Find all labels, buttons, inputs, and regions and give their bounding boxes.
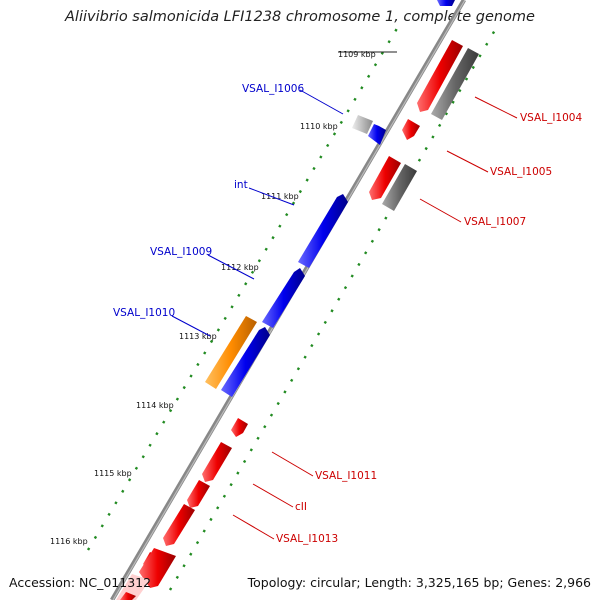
gene-label[interactable]: cII [295,501,307,513]
gene-label[interactable]: VSAL_I1011 [315,470,377,482]
gene-reverse-a[interactable] [202,442,232,482]
gene-vsal-i1007-red[interactable] [369,156,401,200]
gene-vsal-i1006-light[interactable] [352,115,373,134]
gene-vsal-i1004-gray[interactable] [431,48,479,120]
kbp-tick-label: 1111 kbp [261,192,299,201]
gene-vsal-i1007-gray[interactable] [382,164,417,211]
map-title: Aliivibrio salmonicida LFI1238 chromosom… [65,9,535,25]
gene-top-forward[interactable] [437,0,455,6]
gene-vsal-i1010-orange[interactable] [205,316,257,389]
gene-label[interactable]: VSAL_I1013 [276,533,338,545]
label-leader-line [248,187,295,206]
gene-vsal-i1010[interactable] [221,327,270,397]
gene-label[interactable]: VSAL_I1007 [464,216,526,228]
label-leader-line [446,150,489,173]
reverse-genes [116,40,479,600]
label-leader-line [419,198,462,223]
kbp-tick-label: 1115 kbp [94,469,132,478]
gene-bottom-red[interactable] [120,592,136,600]
label-leaders [171,89,518,540]
gene-cii[interactable] [187,480,210,508]
gene-vsal-i1013[interactable] [163,504,195,546]
label-leader-line [271,451,314,477]
kbp-tick-label: 1112 kbp [221,263,259,272]
kbp-labels: 1109 kbp 1110 kbp 1111 kbp 1112 kbp 1113 kbp… [50,50,376,546]
label-leader-line [299,89,344,115]
label-leader-line [252,483,294,508]
gene-label[interactable]: VSAL_I1010 [113,307,175,319]
kbp-tick-label: 1109 kbp [338,50,376,59]
label-leader-line [207,254,255,280]
gene-vsal-i1009[interactable] [262,268,305,328]
kbp-tick-label: 1110 kbp [300,122,338,131]
gene-label[interactable]: VSAL_I1004 [520,112,582,124]
accession-text: Accession: NC_011312 [9,575,152,590]
gene-label[interactable]: int [234,179,248,191]
label-leader-line [171,315,211,337]
gene-int[interactable] [298,194,348,268]
gene-label[interactable]: VSAL_I1006 [242,83,304,95]
gene-vsal-i1006[interactable] [368,124,386,145]
gene-bottom-faded[interactable] [116,574,150,600]
gene-vsal-i1005[interactable] [402,119,420,140]
gene-vsal-i1011[interactable] [231,418,248,437]
gene-label[interactable]: VSAL_I1005 [490,166,552,178]
forward-genes [205,0,455,397]
gc-track-mid [168,29,497,591]
gene-label[interactable]: VSAL_I1009 [150,246,212,258]
gene-reverse-c[interactable] [139,548,176,588]
kbp-tick-label: 1114 kbp [136,401,174,410]
topology-summary: Topology: circular; Length: 3,325,165 bp… [247,575,591,590]
kbp-tick-label: 1113 kbp [179,332,217,341]
label-leader-line [474,96,518,119]
label-leader-line [232,514,275,540]
kbp-tick-label: 1116 kbp [50,537,88,546]
gene-vsal-i1004-red[interactable] [417,40,463,112]
